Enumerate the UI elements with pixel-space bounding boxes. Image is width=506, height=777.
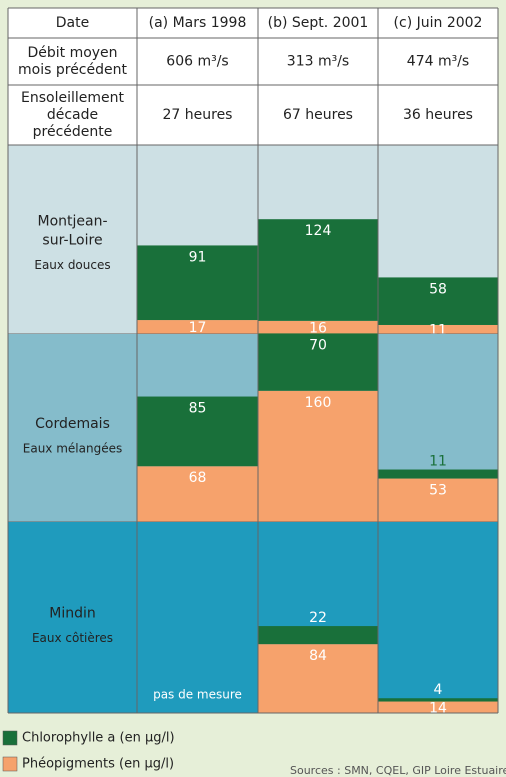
region-name: Mindin — [49, 606, 96, 622]
chlorophylle-label: 124 — [305, 223, 332, 239]
chlorophylle-bar — [378, 469, 498, 479]
row-cell: 36 heures — [403, 107, 473, 123]
chlorophylle-bar — [258, 626, 378, 645]
region-subtitle: Eaux douces — [34, 258, 110, 272]
pheopigments-label: 53 — [429, 483, 447, 499]
row-cell: 606 m³/s — [166, 54, 228, 70]
region-subtitle: Eaux côtières — [32, 631, 113, 645]
region-name: sur-Loire — [42, 233, 102, 249]
region-subtitle: Eaux mélangées — [23, 442, 122, 456]
region-name: Cordemais — [35, 416, 110, 432]
pheopigments-bar — [378, 324, 498, 334]
header-cell: (b) Sept. 2001 — [268, 15, 369, 31]
row-label: mois précédent — [18, 62, 127, 78]
pheopigments-label: 68 — [189, 470, 207, 486]
row-cell: 313 m³/s — [287, 54, 349, 70]
row-label: Débit moyen — [27, 45, 117, 61]
chlorophylle-label: 22 — [309, 610, 327, 626]
chlorophylle-bar — [137, 245, 258, 321]
pheopigments-bar — [258, 644, 378, 713]
chlorophylle-bar — [258, 333, 378, 391]
pheopigments-bar — [137, 320, 258, 334]
pheopigments-label: 14 — [429, 700, 447, 716]
header-cell: (a) Mars 1998 — [149, 15, 247, 31]
chlorophylle-bar — [378, 698, 498, 702]
chlorophylle-bar — [258, 219, 378, 321]
pheopigments-bar — [258, 390, 378, 522]
chlorophylle-label: 11 — [429, 454, 447, 470]
legend-swatch — [2, 756, 18, 772]
chlorophylle-label: 58 — [429, 281, 447, 297]
pheopigments-label: 160 — [305, 395, 332, 411]
pheopigments-label: 17 — [189, 320, 207, 336]
pheopigments-bar — [378, 701, 498, 713]
header-cell: (c) Juin 2002 — [394, 15, 483, 31]
row-cell: 27 heures — [163, 107, 233, 123]
region-name: Montjean- — [37, 214, 107, 230]
legend-swatch — [2, 730, 18, 746]
chlorophylle-label: 85 — [189, 401, 207, 417]
pheopigments-label: 84 — [309, 648, 327, 664]
pheopigments-bar — [137, 466, 258, 522]
row-label: décade — [47, 107, 98, 123]
pheopigments-label: 16 — [309, 320, 327, 336]
chlorophylle-label: 4 — [434, 682, 443, 698]
chlorophylle-label: 91 — [189, 249, 207, 265]
chlorophylle-bar — [137, 396, 258, 467]
pheopigments-bar — [378, 478, 498, 522]
row-label: Ensoleillement — [21, 90, 124, 106]
pheopigments-bar — [258, 320, 378, 334]
row-label: précédente — [33, 124, 113, 140]
row-cell: 67 heures — [283, 107, 353, 123]
row-cell: 474 m³/s — [407, 54, 469, 70]
chlorophylle-label: 70 — [309, 337, 327, 353]
table-head-bg — [8, 8, 498, 145]
region-bg — [8, 522, 498, 713]
no-data-note: pas de mesure — [153, 688, 242, 702]
legend-label: Chlorophylle a (en µg/l) — [22, 731, 175, 746]
source: Sources : SMN, CQEL, GIP Loire Estuaire — [290, 764, 506, 777]
legend-label: Phéopigments (en µg/l) — [22, 757, 174, 772]
header-cell: Date — [56, 15, 89, 31]
chlorophylle-bar — [378, 277, 498, 325]
